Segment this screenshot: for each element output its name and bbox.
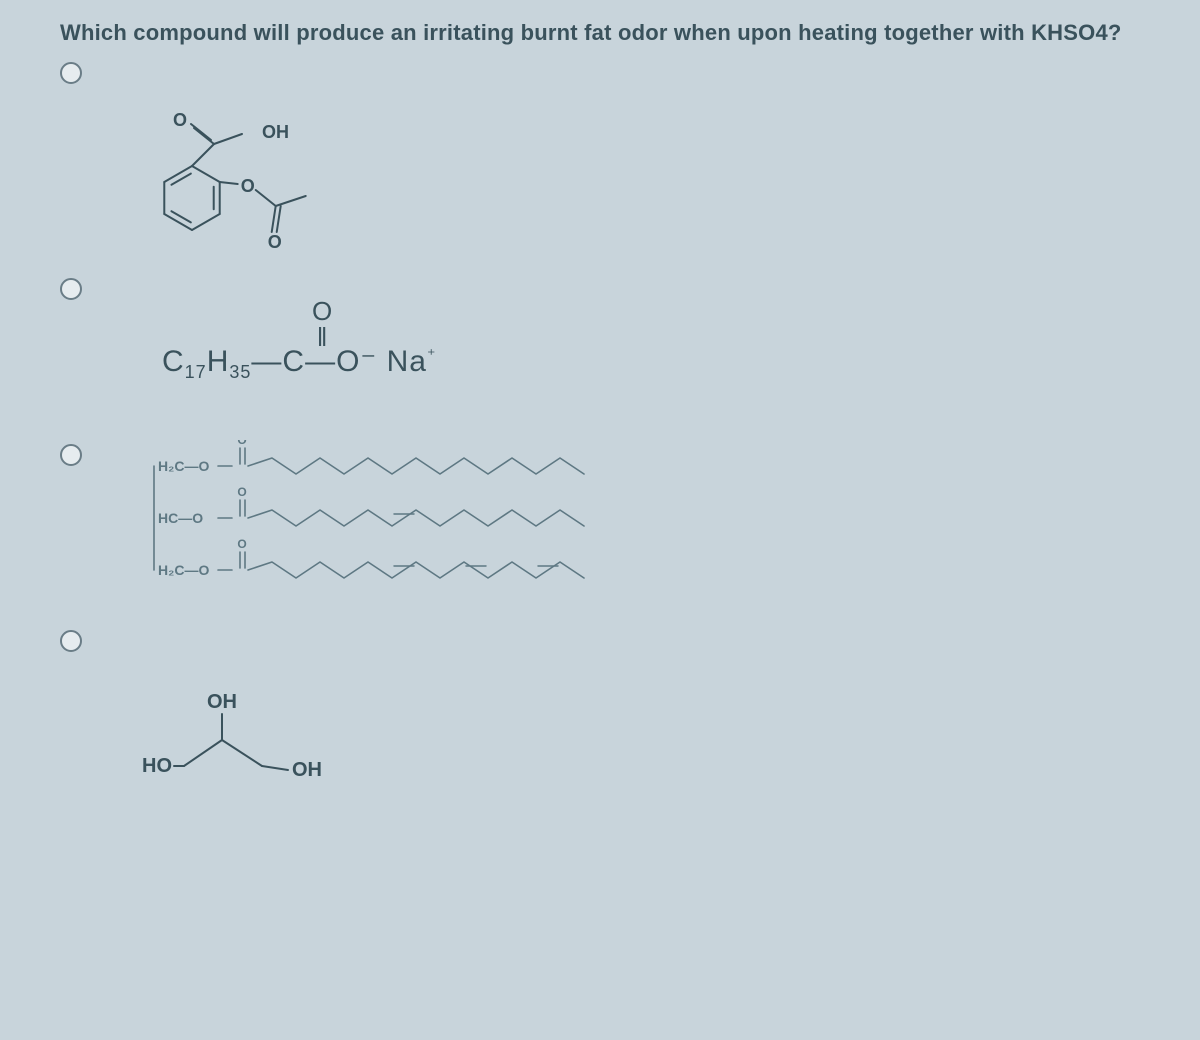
option-c-row: H₂C—O O HC—O O H₂C—O O [60,440,1140,620]
f-c: C [162,345,185,378]
svg-text:HO: HO [142,755,172,777]
question-text: Which compound will produce an irritatin… [60,20,1140,46]
f-h: H [207,345,230,378]
f-om: O⁻ [336,345,377,378]
svg-text:OH: OH [207,691,237,713]
option-b-structure: O ‖ C17H35—C—O⁻ Na⁺ [122,304,522,434]
option-b-radio[interactable] [60,278,82,300]
f-dash1: — [251,345,282,378]
option-d-row: HO OH OH [60,626,1140,806]
f-dash2: — [305,345,336,378]
svg-text:OH: OH [292,759,322,781]
option-c-structure: H₂C—O O HC—O O H₂C—O O [122,440,722,620]
option-a-radio[interactable] [60,62,82,84]
svg-text:H₂C—O: H₂C—O [158,458,209,474]
f-35: 35 [229,362,251,382]
double-bond-o: O ‖ [312,298,332,350]
f-plus: ⁺ [427,347,436,364]
f-na: Na [387,345,427,378]
option-d-radio[interactable] [60,630,82,652]
option-a-structure: O OH O O [122,58,422,268]
svg-text:O: O [237,440,246,447]
option-d-structure: HO OH OH [122,656,422,806]
svg-text:H₂C—O: H₂C—O [158,562,209,578]
option-c-radio[interactable] [60,444,82,466]
f-sp [377,345,386,378]
f-17: 17 [185,362,207,382]
svg-text:O: O [241,176,255,196]
svg-text:O: O [173,110,187,130]
option-a-row: O OH O O [60,58,1140,268]
f-cc: C [282,345,305,378]
soap-formula: C17H35—C—O⁻ Na⁺ [162,344,562,383]
svg-text:OH: OH [262,122,289,142]
option-b-row: O ‖ C17H35—C—O⁻ Na⁺ [60,274,1140,434]
svg-text:O: O [237,485,246,499]
svg-text:O: O [237,537,246,551]
svg-text:O: O [268,232,282,252]
svg-text:HC—O: HC—O [158,510,203,526]
